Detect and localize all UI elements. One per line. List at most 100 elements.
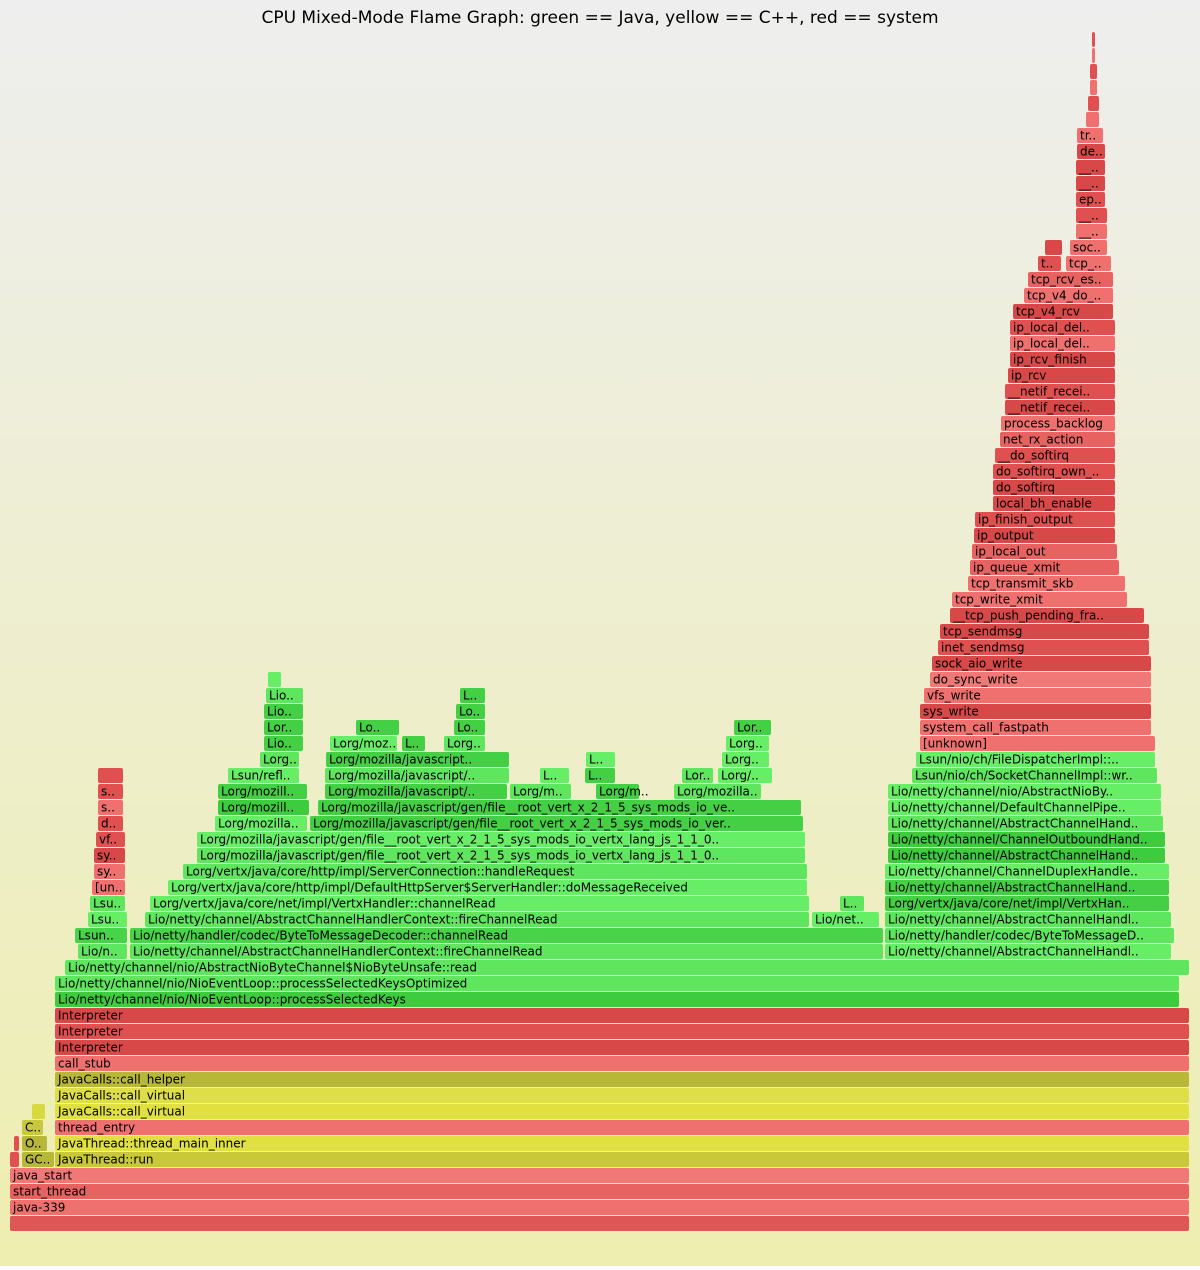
frame[interactable] [22,1152,54,1167]
frame[interactable] [325,768,509,783]
frame[interactable] [98,784,123,799]
frame[interactable] [218,800,309,815]
frame[interactable] [454,720,485,735]
frame[interactable] [268,672,281,687]
frame[interactable] [145,912,809,927]
frame[interactable] [1005,384,1115,399]
frame[interactable] [88,912,127,927]
frame[interactable] [10,1200,1189,1215]
frame[interactable] [920,736,1155,751]
frame[interactable] [55,1136,1189,1151]
frame[interactable] [168,880,807,895]
frame[interactable] [260,752,299,767]
frame[interactable] [55,1152,1189,1167]
frame[interactable] [65,960,1189,975]
frame[interactable] [888,832,1165,847]
frame[interactable] [325,784,507,799]
frame[interactable] [90,896,125,911]
frame[interactable] [912,768,1157,783]
frame[interactable] [1066,256,1111,271]
frame[interactable] [885,928,1174,943]
frame[interactable] [974,528,1115,543]
frame[interactable] [326,752,509,767]
frame[interactable] [924,688,1151,703]
frame[interactable] [726,736,769,751]
frame[interactable] [1086,112,1099,127]
frame[interactable] [318,800,801,815]
frame[interactable] [460,688,485,703]
frame[interactable] [92,880,125,895]
frame[interactable] [32,1104,45,1119]
frame[interactable] [885,944,1171,959]
frame[interactable] [888,848,1165,863]
frame[interactable] [995,448,1115,463]
frame[interactable] [930,672,1151,687]
frame[interactable] [1070,240,1107,255]
frame[interactable] [888,816,1163,831]
frame[interactable] [510,784,571,799]
frame[interactable] [1092,48,1095,63]
frame[interactable] [264,736,303,751]
frame[interactable] [1045,240,1062,255]
frame[interactable] [55,1056,1189,1071]
frame[interactable] [14,1136,19,1151]
frame[interactable] [540,768,569,783]
frame[interactable] [96,832,125,847]
frame[interactable] [55,1104,1189,1119]
frame[interactable] [993,480,1115,495]
frame[interactable] [1008,368,1115,383]
frame[interactable] [215,816,307,831]
frame[interactable] [1090,64,1097,79]
frame[interactable] [218,784,307,799]
frame[interactable] [734,720,771,735]
frame[interactable] [1010,352,1115,367]
frame[interactable] [885,912,1171,927]
frame[interactable] [55,1040,1189,1055]
frame[interactable] [266,688,303,703]
frame[interactable] [94,848,125,863]
frame[interactable] [22,1120,43,1135]
frame[interactable] [840,896,864,911]
frame[interactable] [920,704,1151,719]
frame[interactable] [10,1184,1189,1199]
frame[interactable] [1038,256,1061,271]
frame[interactable] [78,944,127,959]
frame[interactable] [98,816,123,831]
frame[interactable] [1010,320,1115,335]
frame[interactable] [444,736,485,751]
frame[interactable] [1076,160,1105,175]
frame[interactable] [10,1152,19,1167]
frame[interactable] [920,720,1151,735]
frame[interactable] [1010,336,1115,351]
frame[interactable] [310,816,803,831]
frame[interactable] [1076,224,1107,239]
frame[interactable] [993,496,1115,511]
frame[interactable] [94,864,125,879]
frame[interactable] [1001,416,1115,431]
frame[interactable] [456,704,485,719]
frame[interactable] [55,976,1179,991]
frame[interactable] [98,768,123,783]
frame[interactable] [888,784,1161,799]
frame[interactable] [330,736,397,751]
frame[interactable] [1090,80,1097,95]
frame[interactable] [722,752,769,767]
frame[interactable] [55,1120,1189,1135]
frame[interactable] [674,784,761,799]
frame[interactable] [1088,96,1099,111]
frame[interactable] [1076,176,1105,191]
frame[interactable] [402,736,425,751]
frame[interactable] [55,992,1179,1007]
frame[interactable] [228,768,299,783]
frame[interactable] [1076,208,1107,223]
frame[interactable] [968,576,1125,591]
frame[interactable] [22,1136,47,1151]
frame[interactable] [885,896,1169,911]
frame[interactable] [1028,272,1113,287]
frame[interactable] [1077,128,1103,143]
frame[interactable] [264,720,303,735]
frame[interactable] [682,768,713,783]
frame[interactable] [98,800,123,815]
frame[interactable] [975,512,1115,527]
frame[interactable] [197,848,805,863]
